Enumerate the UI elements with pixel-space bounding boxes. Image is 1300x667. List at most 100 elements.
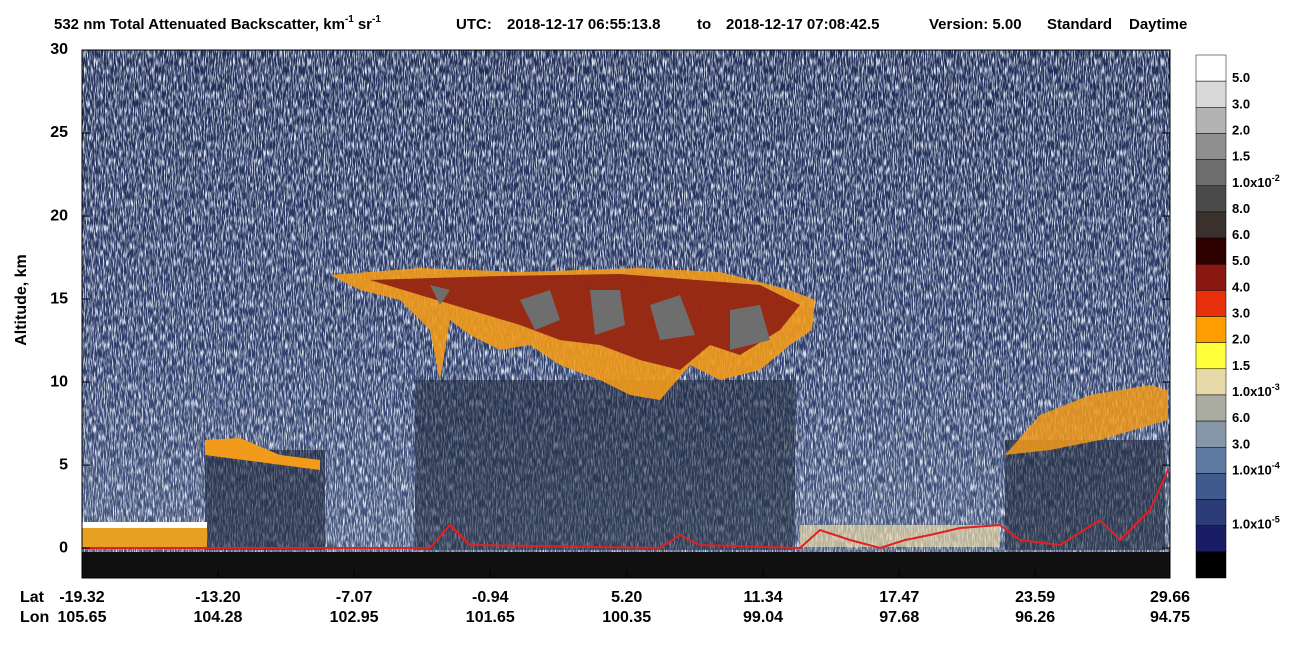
- colorbar-label: 1.0x10-2: [1232, 173, 1280, 190]
- lon-tick-label: 102.95: [330, 609, 379, 626]
- lat-tick-label: 29.66: [1150, 589, 1190, 606]
- colorbar-swatch: [1195, 263, 1227, 291]
- colorbar-swatch: [1195, 211, 1227, 239]
- colorbar-label: 3.0: [1232, 306, 1250, 321]
- plot-frame: [81, 49, 1171, 579]
- colorbar-label: 4.0: [1232, 280, 1250, 295]
- to-label: to: [697, 16, 711, 33]
- colorbar-label: 3.0: [1232, 437, 1250, 452]
- curtain-image: [82, 50, 1170, 578]
- cirrus-core: [370, 274, 800, 370]
- colorbar-label-exp: -2: [1272, 173, 1280, 183]
- colorbar-label-text: 1.0x10: [1232, 463, 1272, 478]
- lat-tick-label: -19.32: [59, 589, 104, 606]
- colorbar-label: 1.5: [1232, 358, 1250, 373]
- y-tick-label: 15: [50, 290, 68, 307]
- colorbar-swatch: [1195, 394, 1227, 422]
- colorbar-label-text: 1.0x10: [1232, 517, 1272, 532]
- colorbar-label: 1.0x10-3: [1232, 382, 1280, 399]
- lon-tick-label: 97.68: [879, 609, 919, 626]
- y-tick-label: 10: [50, 373, 68, 390]
- daytime: Daytime: [1129, 16, 1187, 33]
- colorbar-label: 8.0: [1232, 201, 1250, 216]
- y-tick-label: 20: [50, 207, 68, 224]
- colorbar-swatch: [1195, 525, 1227, 553]
- title-main: 532 nm Total Attenuated Backscatter, km: [54, 16, 345, 33]
- subsurface: [82, 552, 1170, 578]
- lat-tick-label: 5.20: [611, 589, 642, 606]
- colorbar-label: 2.0: [1232, 123, 1250, 138]
- lon-tick-label: 101.65: [466, 609, 515, 626]
- lat-tick-label: 11.34: [743, 589, 782, 606]
- colorbar-swatch: [1195, 290, 1227, 317]
- lat-tick-label: 17.47: [879, 589, 919, 606]
- colorbar-label-text: 6.0: [1232, 227, 1250, 242]
- chart-title: 532 nm Total Attenuated Backscatter, km-…: [54, 14, 381, 33]
- start-time: 2018-12-17 06:55:13.8: [507, 16, 660, 33]
- colorbar-label: 2.0: [1232, 332, 1250, 347]
- colorbar-label: 5.0: [1232, 71, 1250, 86]
- colorbar-label: 6.0: [1232, 411, 1250, 426]
- colorbar-label-text: 5.0: [1232, 254, 1250, 269]
- colorbar-label: 1.0x10-5: [1232, 515, 1280, 532]
- title-exp: -1: [345, 14, 354, 25]
- shadow: [1005, 440, 1165, 550]
- colorbar-label-text: 1.5: [1232, 358, 1250, 373]
- low-cloud: [1005, 385, 1168, 455]
- colorbar-label: 1.5: [1232, 149, 1250, 164]
- colorbar-label-text: 2.0: [1232, 332, 1250, 347]
- y-tick-label: 5: [59, 456, 68, 473]
- colorbar-label-text: 1.0x10: [1232, 175, 1272, 190]
- colorbar-swatch: [1195, 185, 1227, 213]
- colorbar-label-text: 2.0: [1232, 123, 1250, 138]
- colorbar-swatch: [1195, 551, 1227, 579]
- lon-tick-label: 104.28: [193, 609, 242, 626]
- title-unit: sr: [358, 16, 372, 33]
- lon-tick-label: 94.75: [1150, 609, 1190, 626]
- colorbar-swatch: [1195, 159, 1227, 187]
- cirrus-dense: [430, 285, 770, 350]
- colorbar-label-text: 1.5: [1232, 149, 1250, 164]
- lat-tick-label: 23.59: [1015, 589, 1055, 606]
- colorbar-swatch: [1195, 133, 1227, 160]
- version: Version: 5.00: [929, 16, 1022, 33]
- aerosol-top: [82, 522, 207, 528]
- y-tick-label: 0: [59, 539, 68, 556]
- colorbar-label-text: 5.0: [1232, 71, 1250, 86]
- surface-line: [82, 469, 1169, 550]
- lat-tick-label: -0.94: [472, 589, 509, 606]
- y-tick-label: 25: [50, 124, 68, 141]
- colorbar-label-text: 6.0: [1232, 411, 1250, 426]
- colorbar-label-text: 3.0: [1232, 97, 1250, 112]
- end-time: 2018-12-17 07:08:42.5: [726, 16, 879, 33]
- lon-label: Lon: [20, 609, 49, 626]
- colorbar-label-text: 1.0x10: [1232, 384, 1272, 399]
- colorbar-label-exp: -5: [1272, 515, 1280, 525]
- colorbar-swatch: [1195, 237, 1227, 265]
- colorbar-swatch: [1195, 80, 1227, 108]
- colorbar-label-text: 3.0: [1232, 306, 1250, 321]
- colorbar-swatch: [1195, 54, 1227, 82]
- colorbar-swatch: [1195, 107, 1227, 134]
- colorbar-label-text: 4.0: [1232, 280, 1250, 295]
- lat-label: Lat: [20, 589, 45, 606]
- lon-tick-label: 99.04: [743, 609, 783, 626]
- colorbar-swatch: [1195, 316, 1227, 343]
- colorbar-label: 1.0x10-4: [1232, 461, 1280, 478]
- aerosol: [800, 525, 1000, 547]
- colorbar-swatch: [1195, 499, 1227, 526]
- colorbar-label: 6.0: [1232, 227, 1250, 242]
- colorbar-swatch: [1195, 447, 1227, 474]
- colorbar-swatch: [1195, 342, 1227, 370]
- colorbar-label-exp: -4: [1272, 461, 1280, 471]
- low-cloud: [205, 438, 320, 470]
- colorbar-label-exp: -3: [1272, 382, 1280, 392]
- y-axis-label: Altitude, km: [13, 254, 30, 346]
- lat-tick-label: -7.07: [336, 589, 373, 606]
- utc-label: UTC:: [456, 16, 492, 33]
- colorbar-label: 3.0: [1232, 97, 1250, 112]
- lat-tick-label: -13.20: [195, 589, 240, 606]
- colorbar-swatch: [1195, 473, 1227, 500]
- shadow: [415, 380, 795, 550]
